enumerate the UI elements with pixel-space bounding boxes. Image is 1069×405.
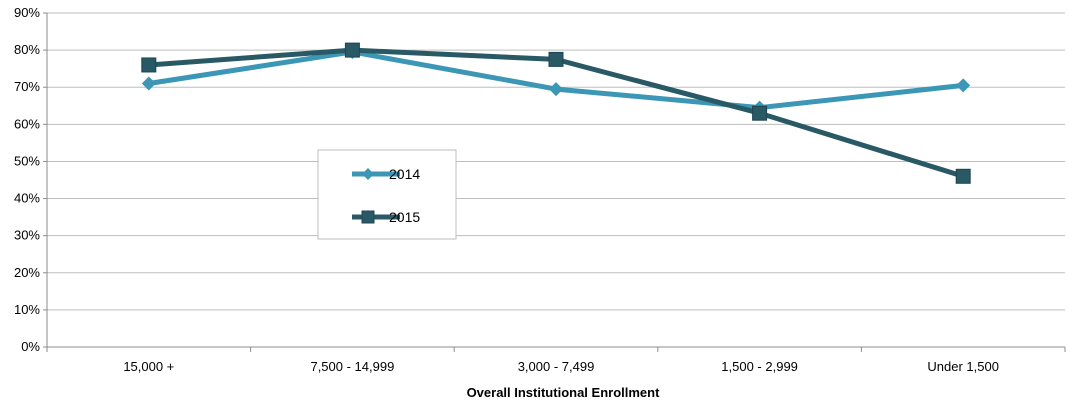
series-2015 [141, 42, 971, 184]
x-axis-title: Overall Institutional Enrollment [467, 385, 661, 400]
y-tick-label: 20% [14, 265, 40, 280]
y-tick-label: 40% [14, 191, 40, 206]
data-point [362, 168, 374, 180]
x-tick-label: 1,500 - 2,999 [721, 359, 798, 374]
x-tick-label: 7,500 - 14,999 [310, 359, 394, 374]
series-line [146, 47, 966, 179]
y-tick-label: 30% [14, 228, 40, 243]
gridlines [47, 12, 1065, 348]
data-point [752, 105, 768, 121]
data-point [141, 76, 156, 91]
y-tick-label: 70% [14, 79, 40, 94]
data-point [548, 51, 564, 67]
x-tick-label: 3,000 - 7,499 [518, 359, 595, 374]
legend-box [317, 149, 457, 240]
data-point [344, 42, 360, 58]
legend-item-2015: 2015 [352, 209, 420, 225]
data-point [361, 210, 375, 224]
y-tick-label: 0% [21, 339, 40, 354]
data-point [956, 78, 971, 93]
legend: 2014 2015 [317, 149, 457, 240]
legend-item-2014: 2014 [352, 166, 420, 182]
legend-label: 2014 [389, 166, 420, 182]
y-axis: 0% 10% 20% 30% 40% 50% 60% 70% 80% 90% [14, 5, 48, 354]
x-axis: 15,000 + 7,500 - 14,999 3,000 - 7,499 1,500… [46, 347, 1066, 374]
y-tick-label: 50% [14, 153, 40, 168]
data-point [141, 57, 157, 73]
y-tick-label: 80% [14, 42, 40, 57]
data-point [955, 168, 971, 184]
series-group [141, 42, 971, 184]
x-tick-label: Under 1,500 [927, 359, 999, 374]
y-tick-label: 10% [14, 302, 40, 317]
x-tick-label: 15,000 + [123, 359, 174, 374]
data-point [549, 82, 563, 97]
y-tick-label: 60% [14, 116, 40, 131]
legend-label: 2015 [389, 209, 420, 225]
y-tick-label: 90% [14, 5, 40, 20]
